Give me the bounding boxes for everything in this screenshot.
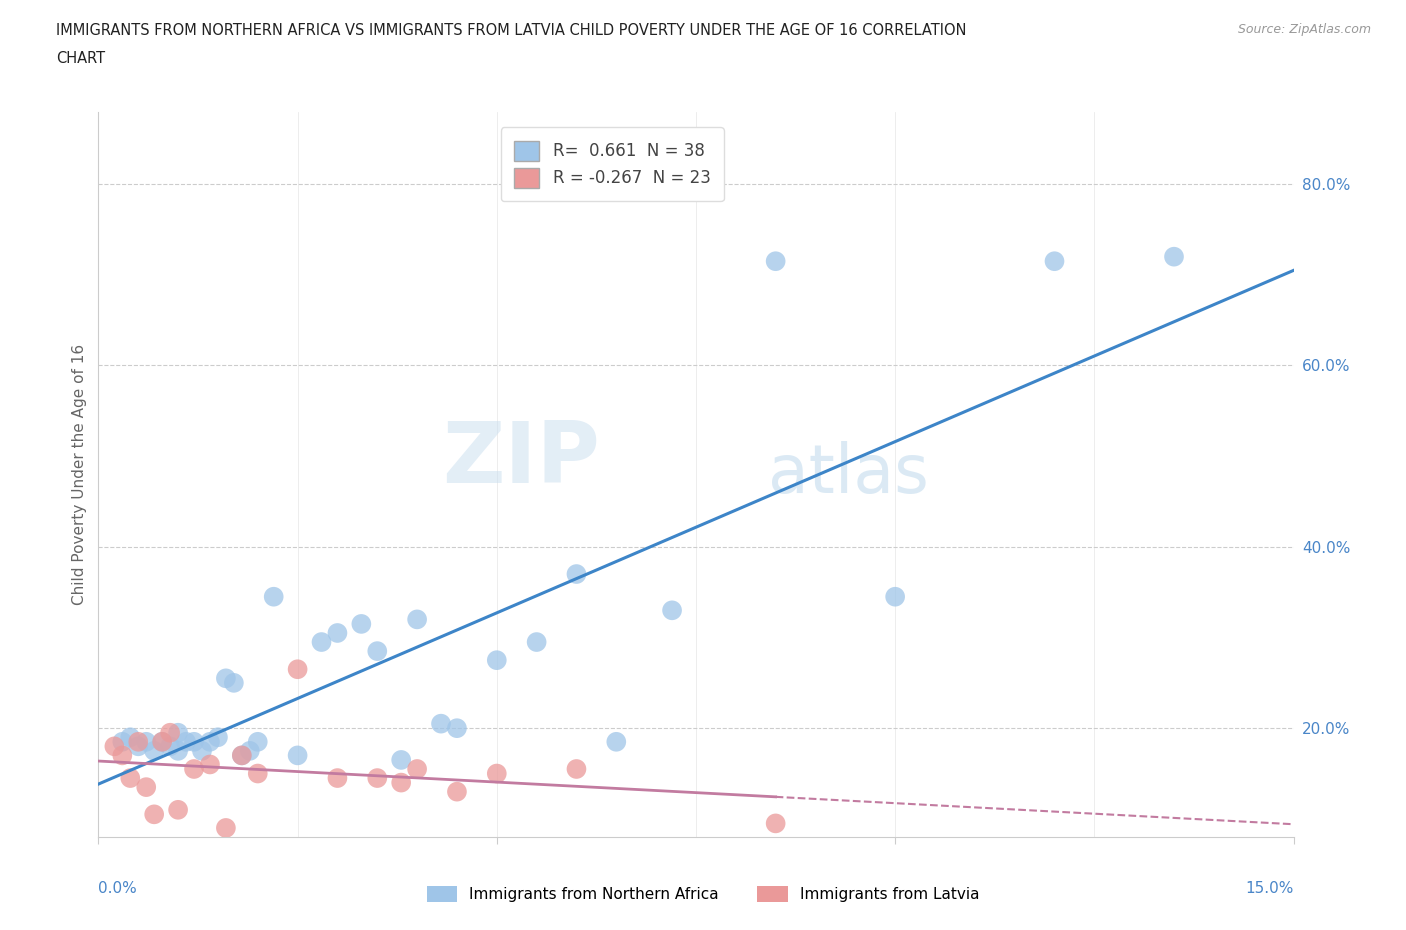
- Text: 0.0%: 0.0%: [98, 881, 138, 896]
- Point: [191, 743, 214, 758]
- Point: [565, 762, 588, 777]
- Point: [565, 566, 588, 581]
- Point: [167, 725, 190, 740]
- Point: [326, 626, 349, 641]
- Point: [246, 766, 269, 781]
- Point: [287, 662, 309, 677]
- Point: [263, 590, 285, 604]
- Legend: Immigrants from Northern Africa, Immigrants from Latvia: Immigrants from Northern Africa, Immigra…: [420, 880, 986, 909]
- Point: [350, 617, 373, 631]
- Point: [135, 779, 157, 794]
- Point: [103, 738, 125, 753]
- Point: [430, 716, 453, 731]
- Text: 15.0%: 15.0%: [1246, 881, 1294, 896]
- Point: [1043, 254, 1066, 269]
- Point: [143, 743, 166, 758]
- Y-axis label: Child Poverty Under the Age of 16: Child Poverty Under the Age of 16: [72, 344, 87, 604]
- Point: [485, 766, 508, 781]
- Point: [231, 748, 253, 763]
- Point: [120, 771, 142, 786]
- Point: [167, 803, 190, 817]
- Legend: R=  0.661  N = 38, R = -0.267  N = 23: R= 0.661 N = 38, R = -0.267 N = 23: [501, 127, 724, 201]
- Point: [183, 735, 205, 750]
- Point: [366, 771, 388, 786]
- Point: [183, 762, 205, 777]
- Point: [406, 612, 429, 627]
- Point: [159, 738, 181, 753]
- Point: [143, 807, 166, 822]
- Point: [198, 735, 221, 750]
- Point: [526, 634, 548, 649]
- Point: [120, 730, 142, 745]
- Point: [127, 735, 149, 750]
- Point: [311, 634, 333, 649]
- Text: ZIP: ZIP: [443, 418, 600, 501]
- Point: [389, 776, 412, 790]
- Point: [207, 730, 229, 745]
- Point: [406, 762, 429, 777]
- Point: [198, 757, 221, 772]
- Point: [150, 735, 173, 750]
- Point: [661, 603, 683, 618]
- Text: IMMIGRANTS FROM NORTHERN AFRICA VS IMMIGRANTS FROM LATVIA CHILD POVERTY UNDER TH: IMMIGRANTS FROM NORTHERN AFRICA VS IMMIG…: [56, 23, 967, 38]
- Point: [446, 721, 468, 736]
- Point: [246, 735, 269, 750]
- Point: [485, 653, 508, 668]
- Point: [231, 748, 253, 763]
- Point: [884, 590, 907, 604]
- Point: [222, 675, 245, 690]
- Point: [239, 743, 262, 758]
- Point: [174, 735, 197, 750]
- Point: [159, 725, 181, 740]
- Point: [111, 748, 134, 763]
- Point: [389, 752, 412, 767]
- Point: [135, 735, 157, 750]
- Point: [1163, 249, 1185, 264]
- Point: [446, 784, 468, 799]
- Point: [765, 254, 787, 269]
- Point: [765, 816, 787, 830]
- Text: CHART: CHART: [56, 51, 105, 66]
- Point: [111, 735, 134, 750]
- Point: [127, 738, 149, 753]
- Point: [150, 735, 173, 750]
- Point: [287, 748, 309, 763]
- Text: Source: ZipAtlas.com: Source: ZipAtlas.com: [1237, 23, 1371, 36]
- Point: [605, 735, 627, 750]
- Point: [167, 743, 190, 758]
- Point: [215, 820, 238, 835]
- Point: [326, 771, 349, 786]
- Point: [215, 671, 238, 685]
- Point: [366, 644, 388, 658]
- Text: atlas: atlas: [768, 442, 928, 507]
